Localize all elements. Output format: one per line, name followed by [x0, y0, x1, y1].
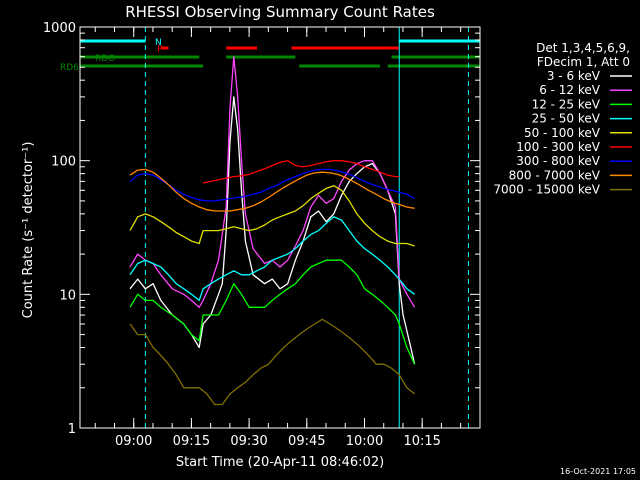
chart-title: RHESSI Observing Summary Count Rates	[125, 3, 435, 21]
series-line-8	[129, 318, 416, 406]
series-line-5	[202, 160, 400, 184]
footer-timestamp: 16-Oct-2021 17:05	[560, 467, 636, 476]
series-line-3	[129, 216, 415, 302]
legend-header-1: FDecim 1, Att 0	[537, 55, 630, 69]
legend-label-5: 100 - 300 keV	[516, 140, 600, 154]
series-line-6	[129, 168, 415, 202]
x-tick-label-1: 09:15	[173, 434, 210, 449]
legend-label-8: 7000 - 15000 keV	[493, 183, 600, 197]
flag-bars: NF RDO RD6	[60, 38, 480, 73]
plot-frame	[79, 26, 481, 429]
series-line-7	[129, 168, 415, 212]
axes: 1 10 100 1000 09:00 09:15 09:30 09:45 10:00 10:15	[43, 21, 480, 449]
y-tick-label-0: 1	[68, 422, 76, 437]
flag-label-rd6: RD6	[60, 63, 79, 73]
flag-label-f: F	[157, 45, 162, 55]
legend-label-7: 800 - 7000 keV	[509, 168, 601, 182]
legend-label-6: 300 - 800 keV	[516, 154, 600, 168]
legend-label-2: 12 - 25 keV	[532, 97, 601, 111]
legend-label-1: 6 - 12 keV	[539, 83, 601, 97]
x-tick-label-3: 09:45	[288, 434, 325, 449]
vertical-markers	[79, 27, 469, 428]
x-tick-label-4: 10:00	[346, 434, 383, 449]
legend: Det 1,3,4,5,6,9,FDecim 1, Att 03 - 6 keV…	[493, 41, 632, 197]
x-tick-label-0: 09:00	[115, 434, 152, 449]
series-line-2	[129, 259, 416, 365]
legend-header-0: Det 1,3,4,5,6,9,	[536, 41, 630, 55]
legend-label-4: 50 - 100 keV	[524, 126, 601, 140]
series-group	[129, 56, 416, 406]
flag-label-n: N	[155, 38, 162, 48]
series-line-4	[129, 185, 415, 247]
legend-label-3: 25 - 50 keV	[532, 112, 601, 126]
y-tick-label-2: 100	[51, 155, 76, 170]
legend-label-0: 3 - 6 keV	[547, 69, 601, 83]
y-tick-label-3: 1000	[43, 21, 76, 36]
x-axis-label: Start Time (20-Apr-11 08:46:02)	[176, 455, 384, 470]
series-line-1	[129, 56, 416, 308]
x-tick-label-2: 09:30	[230, 434, 267, 449]
flag-label-rdo: RDO	[95, 54, 115, 64]
y-axis-label: Count Rate (s⁻¹ detector⁻¹)	[21, 142, 36, 319]
y-tick-label-1: 10	[59, 288, 76, 303]
x-tick-label-5: 10:15	[403, 434, 440, 449]
